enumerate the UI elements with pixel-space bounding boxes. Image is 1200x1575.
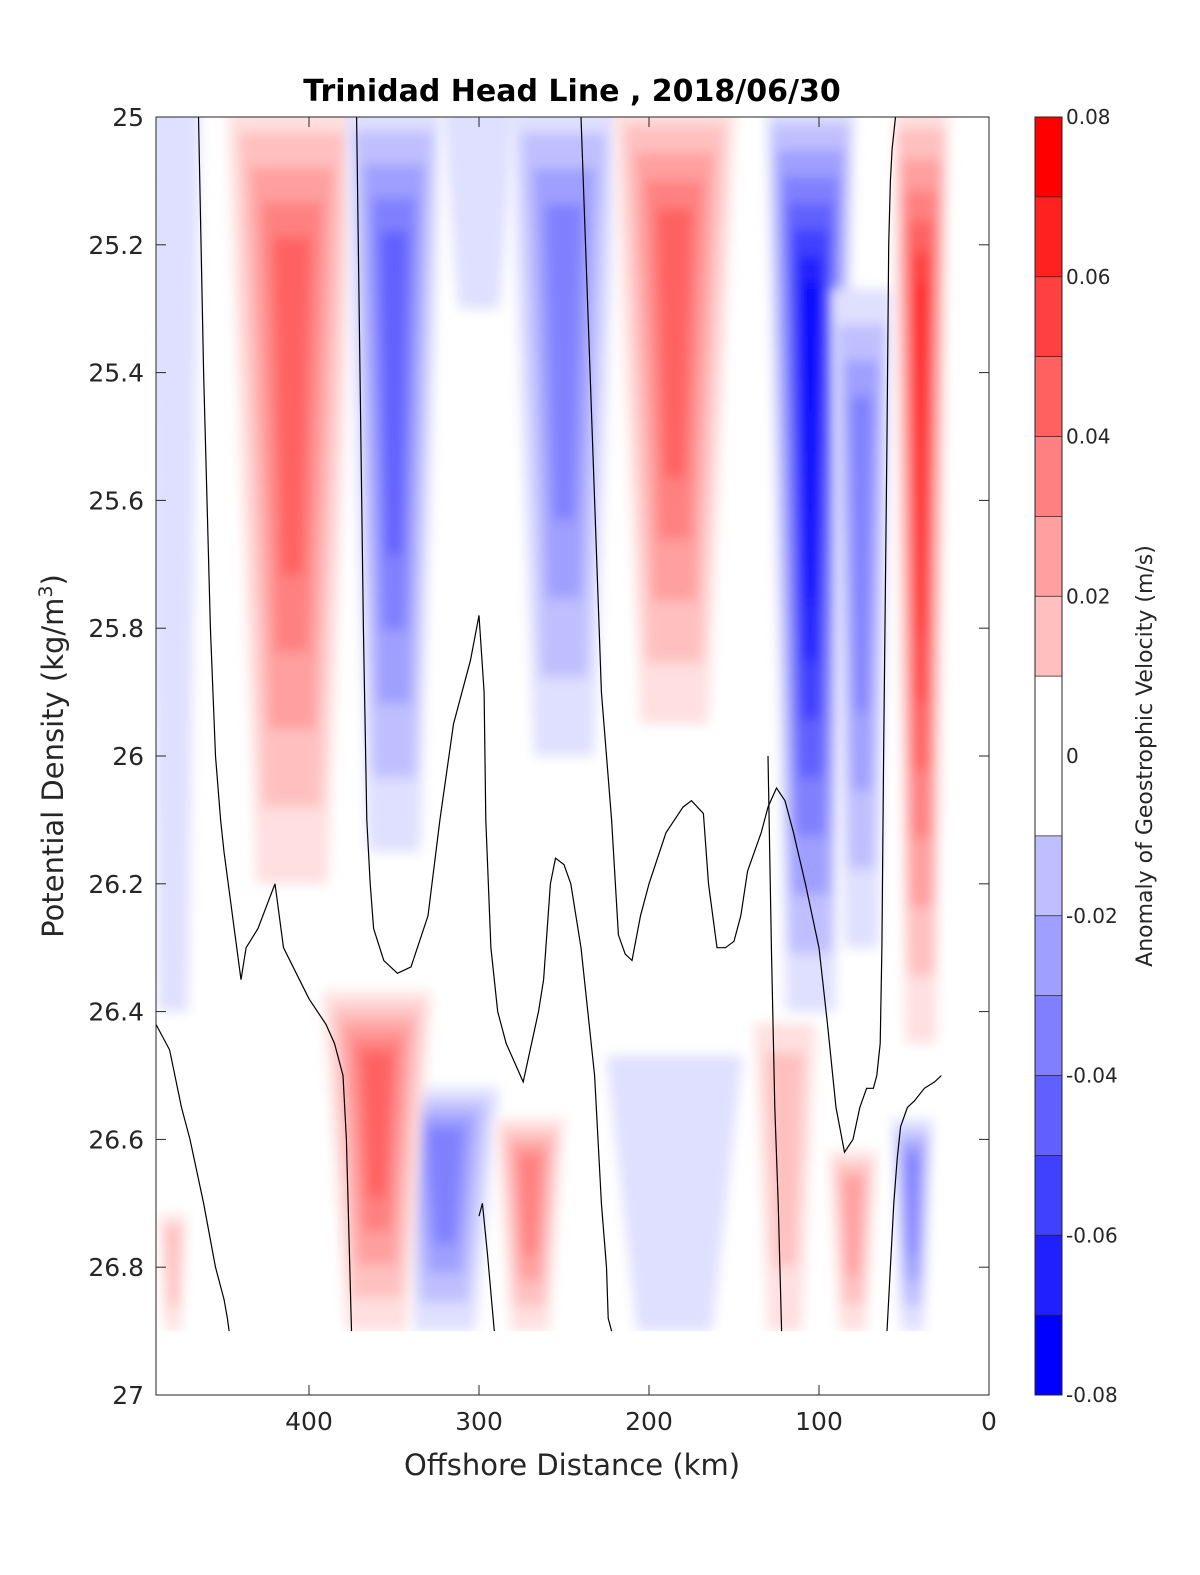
velocity-region — [228, 117, 356, 884]
velocity-level-patch — [842, 1176, 864, 1277]
colorbar-swatch — [1035, 1075, 1062, 1156]
y-tick-label: 25.8 — [88, 614, 144, 643]
y-axis-label-close: ) — [36, 574, 70, 585]
zero-contour-line — [767, 755, 783, 1332]
velocity-level-patch — [164, 1226, 182, 1307]
colorbar-tick-label: 0 — [1066, 744, 1079, 768]
velocity-level-patch — [850, 396, 873, 712]
y-axis-label: Potential Density (kg/m3) — [35, 574, 70, 938]
velocity-region — [830, 288, 893, 948]
plot-area: 400 300 200 100 0 25 25.2 25.4 25.6 25.8 26 26.2 26.… — [88, 103, 997, 1436]
colorbar-swatch — [1035, 835, 1062, 916]
colorbar-swatch — [1035, 676, 1062, 836]
velocity-region — [829, 1151, 877, 1332]
zero-contour-line — [478, 1203, 495, 1332]
colorbar-swatch — [1035, 276, 1062, 357]
axis-ticks: 400 300 200 100 0 25 25.2 25.4 25.6 25.8 26 26.2 26.… — [88, 103, 997, 1436]
zero-contour-line — [580, 117, 897, 1154]
y-axis-label-main: Potential Density (kg/m — [36, 598, 70, 938]
velocity-region — [322, 991, 432, 1332]
colorbar-swatch — [1035, 596, 1062, 677]
zero-contour-line — [886, 1075, 942, 1332]
zero-contour-line — [197, 117, 353, 1332]
velocity-level-patch — [426, 1127, 464, 1244]
velocity-region — [496, 1119, 564, 1332]
velocity-region — [510, 117, 618, 756]
colorbar-swatch — [1035, 915, 1062, 996]
colorbar-tick-label: 0.06 — [1066, 265, 1111, 289]
colorbar-label: Anomaly of Geostrophic Velocity (m/s) — [1133, 545, 1158, 967]
colorbar-swatch — [1035, 196, 1062, 277]
no-data-band — [156, 1331, 989, 1395]
velocity-level-patch — [361, 1052, 393, 1198]
x-tick-label: 400 — [285, 1407, 333, 1436]
y-tick-label: 27 — [112, 1381, 144, 1410]
velocity-region — [754, 1023, 816, 1332]
colorbar-swatch — [1035, 356, 1062, 437]
x-tick-label: 100 — [795, 1407, 843, 1436]
colorbar-tick-label: -0.02 — [1066, 904, 1118, 928]
velocity-region — [156, 117, 200, 1012]
colorbar-swatch — [1035, 1155, 1062, 1236]
x-axis-label: Offshore Distance (km) — [404, 1448, 740, 1482]
colorbar-swatch — [1035, 1315, 1062, 1395]
y-tick-label: 26.8 — [88, 1253, 144, 1282]
x-tick-label: 200 — [625, 1407, 673, 1436]
colorbar: 0.08 0.06 0.04 0.02 0 -0.02 -0.04 -0.06 -0.08 — [1034, 105, 1118, 1407]
colorbar-swatch — [1035, 995, 1062, 1076]
zero-contours — [156, 117, 942, 1332]
x-tick-label: 0 — [981, 1407, 997, 1436]
velocity-level-patch — [657, 208, 692, 478]
colorbar-tick-label: -0.06 — [1066, 1223, 1118, 1247]
velocity-region — [159, 1215, 187, 1332]
y-tick-label: 26.4 — [88, 998, 144, 1027]
velocity-level-patch — [766, 1053, 804, 1267]
velocity-level-patch — [802, 283, 819, 603]
colorbar-tick-label: -0.08 — [1066, 1383, 1118, 1407]
velocity-level-patch — [545, 204, 583, 520]
velocity-level-patch — [443, 117, 515, 309]
colorbar-swatch — [1035, 1235, 1062, 1316]
y-axis-label-superscript: 3 — [35, 585, 57, 597]
colorbar-tick-label: 0.04 — [1066, 425, 1111, 449]
colorbar-tick-label: 0.08 — [1066, 105, 1111, 129]
velocity-level-patch — [156, 117, 200, 1012]
zero-contour-line — [156, 1024, 230, 1332]
chart-title: Trinidad Head Line , 2018/06/30 — [303, 74, 840, 109]
colorbar-swatch — [1035, 436, 1062, 517]
colorbar-tick-label: 0.02 — [1066, 584, 1111, 608]
zero-contour-line — [356, 117, 613, 1332]
colorbar-swatch — [1035, 516, 1062, 597]
velocity-field — [156, 117, 989, 1395]
velocity-level-patch — [518, 1153, 542, 1256]
y-tick-label: 26 — [112, 742, 144, 771]
y-tick-label: 25 — [112, 103, 144, 132]
velocity-level-patch — [380, 231, 408, 556]
velocity-level-patch — [905, 1153, 920, 1256]
y-tick-label: 25.4 — [88, 359, 144, 388]
velocity-region — [614, 117, 735, 725]
velocity-region — [894, 117, 948, 1044]
velocity-level-patch — [273, 237, 311, 575]
x-tick-label: 300 — [455, 1407, 503, 1436]
velocity-level-patch — [915, 283, 927, 633]
velocity-region — [346, 117, 442, 852]
velocity-region — [606, 1055, 743, 1332]
velocity-level-patch — [606, 1055, 743, 1332]
colorbar-frame — [1034, 116, 1063, 1396]
y-tick-label: 25.2 — [88, 231, 144, 260]
velocity-region — [443, 117, 515, 309]
velocity-region — [892, 1119, 933, 1332]
colorbar-swatch — [1035, 117, 1062, 197]
y-tick-label: 25.6 — [88, 486, 144, 515]
colorbar-tick-label: -0.04 — [1066, 1064, 1118, 1088]
y-tick-label: 26.6 — [88, 1125, 144, 1154]
y-tick-label: 26.2 — [88, 870, 144, 899]
